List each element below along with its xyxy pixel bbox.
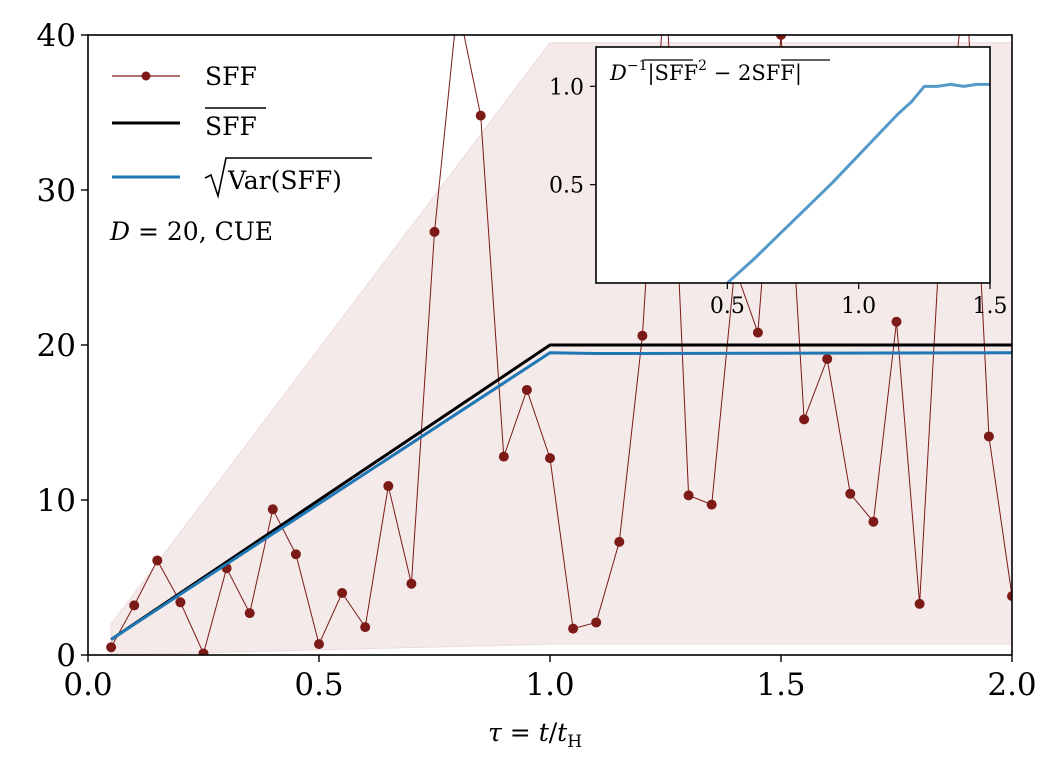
sff-point	[614, 536, 625, 547]
sff-point	[244, 608, 255, 619]
sff-point	[868, 516, 879, 527]
x-tick-label: 1.5	[756, 667, 805, 703]
sff-point	[983, 431, 994, 442]
sff-point	[429, 226, 440, 237]
sff-point	[337, 588, 348, 598]
x-tick-label: 0.0	[63, 667, 112, 703]
legend-sff-marker	[141, 71, 151, 81]
sff-point	[752, 327, 763, 338]
sff-point	[314, 639, 324, 650]
sff-point	[545, 453, 555, 464]
sff-point	[498, 451, 509, 462]
sff-point	[776, 35, 786, 40]
sff-point	[521, 384, 532, 395]
y-tick-label: 20	[37, 328, 76, 364]
series-line-2	[110, 351, 1012, 641]
sff-point	[591, 617, 602, 628]
sff-point	[799, 414, 810, 425]
inset-x-tick-label: 1.0	[841, 294, 876, 319]
y-tick-label: 40	[37, 18, 76, 54]
x-tick-label: 2.0	[987, 667, 1036, 703]
y-tick-label: 10	[37, 483, 76, 519]
main-axes-group: 0.0 0.5 1.0 1.5 2.0 0 10 20 30 40	[37, 18, 1037, 703]
sff-point	[706, 499, 717, 510]
legend-std-label: Var(SFF)	[227, 166, 342, 195]
svg-text:D−1|SFF2 − 2SFF|: D−1|SFF2 − 2SFF|	[609, 58, 802, 86]
sff-point	[198, 648, 209, 655]
x-axis-label: τ = t/tH	[488, 718, 582, 752]
series-line-1	[110, 343, 1012, 641]
legend-sff-label: SFF	[205, 62, 257, 91]
sff-point	[822, 353, 833, 364]
inset-x-tick-label: 1.5	[973, 294, 1008, 319]
inset-y-tick-label: 1.0	[549, 75, 584, 100]
sff-point	[290, 549, 301, 560]
series-line-0	[110, 35, 1012, 654]
sff-point	[106, 642, 117, 653]
sff-point	[475, 110, 486, 121]
sff-point	[637, 330, 648, 341]
inset-lines-group	[726, 82, 990, 283]
x-tick-label: 1.0	[525, 667, 574, 703]
inset-title: D−1|SFF2 − 2SFF|	[609, 58, 830, 86]
sff-point	[1007, 591, 1012, 602]
sff-point	[568, 623, 579, 634]
sff-point	[914, 598, 925, 609]
sff-point	[891, 316, 902, 327]
legend-sqrt-sign	[204, 157, 372, 200]
inset-series-line	[726, 82, 990, 283]
inset-frame	[595, 46, 991, 284]
sff-point	[845, 488, 856, 499]
sff-point	[175, 597, 186, 608]
sff-point	[383, 481, 394, 492]
inset-axes-group: 0.5 1.0 1.5 0.5 1.0	[549, 75, 1008, 319]
x-tick-label: 0.5	[294, 667, 343, 703]
sff-point	[683, 490, 694, 501]
annotation-d-cue: D = 20, CUE	[109, 217, 273, 246]
legend: SFF SFF Var(SFF) D = 20, CUE	[109, 62, 372, 246]
legend-mean-label: SFF	[205, 112, 257, 141]
y-tick-label: 30	[37, 173, 76, 209]
sff-point	[406, 578, 417, 589]
sff-point	[152, 555, 163, 566]
sff-point	[360, 622, 371, 633]
inset-y-tick-label: 0.5	[549, 174, 584, 199]
inset-x-tick-label: 0.5	[710, 294, 745, 319]
sff-point	[267, 504, 278, 515]
sff-point	[129, 600, 140, 611]
y-tick-label: 0	[56, 638, 76, 674]
